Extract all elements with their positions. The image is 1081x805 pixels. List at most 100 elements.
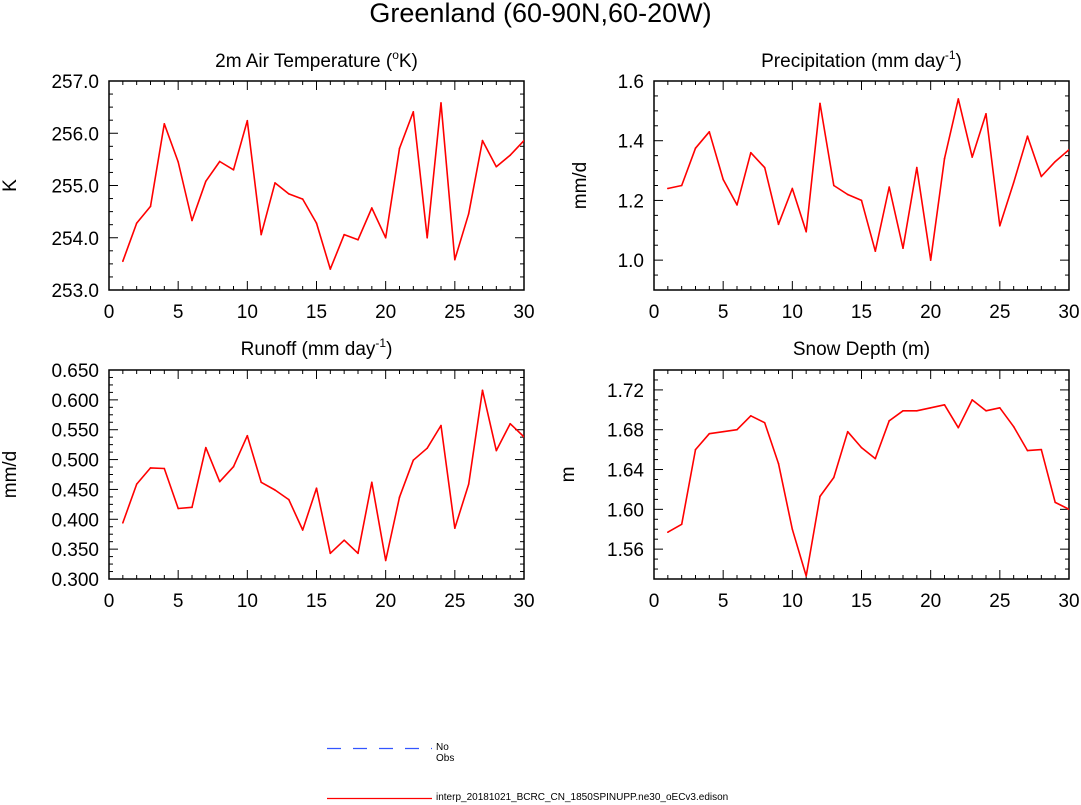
- data-point: [916, 410, 918, 412]
- data-point: [467, 483, 470, 485]
- data-point: [971, 156, 973, 158]
- data-point: [929, 259, 932, 261]
- data-point: [763, 166, 766, 169]
- data-point: [384, 236, 387, 239]
- x-tick-label: 15: [851, 591, 872, 612]
- x-tick-label: 20: [375, 591, 396, 612]
- y-axis-label: mm/d: [570, 162, 591, 210]
- data-point: [329, 268, 332, 270]
- data-point: [763, 421, 766, 424]
- y-tick-label: 0.650: [51, 361, 99, 382]
- data-point: [288, 498, 290, 501]
- data-point: [122, 260, 124, 263]
- data-point: [777, 462, 780, 465]
- data-point: [860, 446, 863, 449]
- data-point: [343, 233, 345, 236]
- data-point: [440, 102, 442, 104]
- data-point: [163, 467, 166, 470]
- data-point: [805, 575, 807, 577]
- y-tick-label: 1.64: [607, 461, 644, 482]
- data-point: [426, 447, 428, 450]
- data-point: [135, 483, 138, 485]
- data-point: [874, 250, 877, 252]
- data-point: [846, 430, 849, 433]
- data-point: [819, 495, 821, 498]
- data-point: [301, 198, 304, 200]
- y-tick-label: 0.350: [51, 540, 99, 561]
- data-point: [694, 448, 697, 451]
- y-tick-label: 0.500: [51, 451, 99, 472]
- data-point: [232, 169, 235, 171]
- data-point: [149, 467, 152, 469]
- series-line: [667, 98, 1069, 261]
- data-point: [523, 436, 524, 438]
- data-point: [722, 178, 724, 181]
- x-tick-label: 15: [306, 302, 327, 323]
- data-point: [371, 207, 373, 209]
- x-tick-label: 10: [782, 302, 803, 323]
- data-point: [329, 552, 332, 555]
- data-point: [177, 161, 179, 163]
- x-tick-label: 25: [444, 302, 465, 323]
- panel-4: Snow Depth (m) m 0 5 10 15 20 25 30 1.56 1.60 1.64 1…: [558, 339, 1080, 612]
- y-tick-label: 1.72: [607, 381, 644, 402]
- panel-title: Precipitation (mm day-1): [761, 48, 962, 72]
- data-point: [1068, 148, 1069, 151]
- y-tick-label: 1.4: [618, 132, 645, 153]
- y-tick-label: 254.0: [51, 229, 99, 250]
- data-point: [191, 219, 193, 222]
- data-point: [454, 527, 456, 530]
- x-tick-label: 5: [173, 302, 184, 323]
- data-point: [260, 233, 262, 236]
- y-tick-label: 0.550: [51, 421, 99, 442]
- x-tick-label: 25: [989, 302, 1010, 323]
- y-tick-label: 0.300: [51, 570, 99, 591]
- data-point: [232, 465, 235, 468]
- data-point: [680, 523, 683, 526]
- data-point: [833, 184, 835, 187]
- series-line: [667, 399, 1069, 577]
- x-tick-label: 5: [173, 591, 184, 612]
- data-point: [694, 147, 697, 149]
- x-tick-label: 30: [513, 302, 534, 323]
- data-point: [246, 119, 249, 122]
- data-point: [929, 407, 932, 409]
- data-point: [860, 199, 863, 202]
- y-tick-label: 1.2: [618, 191, 644, 212]
- data-point: [1054, 501, 1056, 504]
- data-point: [412, 111, 415, 113]
- data-point: [523, 139, 524, 142]
- data-point: [708, 432, 711, 435]
- data-point: [274, 182, 276, 184]
- x-tick-label: 30: [1058, 302, 1079, 323]
- series-line: [122, 102, 524, 270]
- legend-label-no-obs: No Obs: [436, 742, 455, 764]
- y-tick-label: 0.450: [51, 480, 99, 501]
- data-point: [357, 239, 359, 241]
- data-point: [833, 476, 835, 479]
- data-point: [218, 480, 221, 483]
- data-point: [467, 212, 470, 215]
- data-point: [888, 186, 890, 188]
- data-point: [301, 529, 304, 531]
- x-tick-label: 10: [782, 591, 803, 612]
- y-tick-label: 1.68: [607, 421, 644, 442]
- y-tick-label: 256.0: [51, 124, 99, 145]
- data-point: [902, 410, 904, 412]
- data-point: [957, 98, 960, 100]
- y-tick-label: 253.0: [51, 281, 99, 302]
- data-point: [680, 184, 683, 187]
- x-tick-label: 15: [851, 302, 872, 323]
- data-point: [288, 193, 290, 195]
- data-point: [722, 430, 724, 433]
- data-point: [1068, 508, 1069, 511]
- x-tick-label: 30: [1058, 591, 1079, 612]
- data-point: [343, 539, 345, 541]
- data-point: [708, 130, 711, 133]
- y-tick-label: 257.0: [51, 72, 99, 93]
- y-tick-label: 0.600: [51, 391, 99, 412]
- y-axis-label: mm/d: [0, 451, 21, 499]
- x-tick-label: 0: [104, 302, 115, 323]
- x-tick-label: 25: [444, 591, 465, 612]
